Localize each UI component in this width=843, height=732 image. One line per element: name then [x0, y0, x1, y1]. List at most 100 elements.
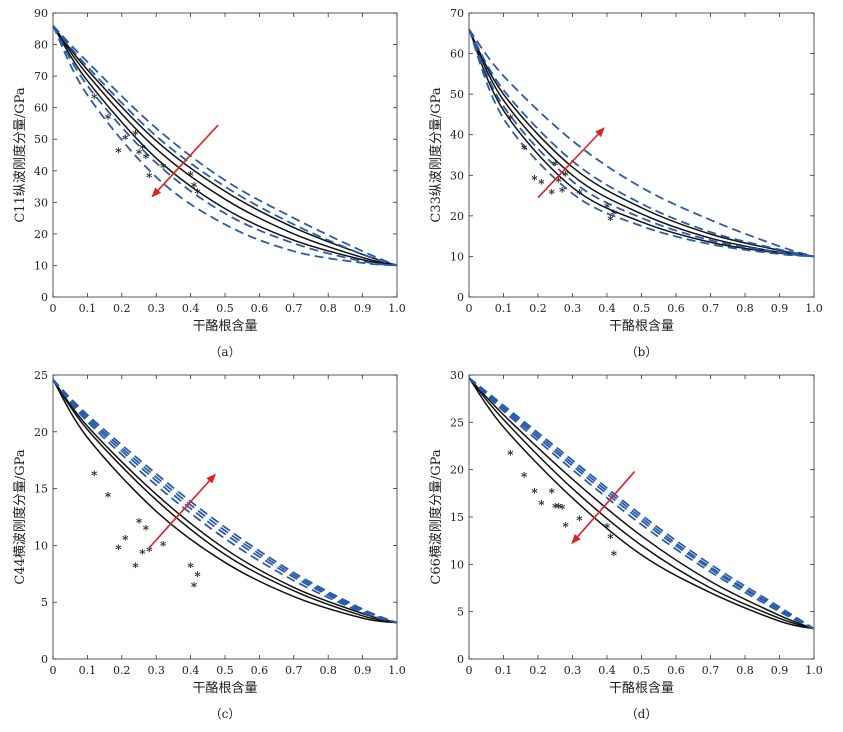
series-bound-4-line — [468, 377, 815, 630]
x-tick-label: 0.1 — [495, 664, 513, 677]
x-tick-label: 0.1 — [79, 664, 97, 677]
y-tick-label: 0 — [41, 653, 48, 666]
series-bound-2-line — [468, 28, 815, 258]
y-tick-label: 70 — [450, 7, 464, 20]
series-bound-1-line — [52, 25, 398, 267]
data-point: * — [194, 570, 201, 584]
data-point: * — [521, 470, 528, 484]
x-tick-label: 0.8 — [736, 302, 754, 315]
series-model-3-line — [468, 377, 815, 630]
trend-arrow — [148, 473, 217, 549]
y-tick-label: 40 — [450, 129, 464, 142]
x-tick-label: 0.3 — [564, 302, 582, 315]
panel-d: 0 0.1 0.2 0.3 0.4 0.5 0.6 0.7 0.8 0.9 1.0 0 5 10 15 20 2… — [428, 369, 823, 721]
x-tick-label: 0.4 — [182, 302, 200, 315]
data-point: * — [521, 142, 528, 156]
data-point: * — [611, 548, 618, 562]
panel-b: 0 0.1 0.2 0.3 0.4 0.5 0.6 0.7 0.8 0.9 1.0 0 10 20 30 40… — [428, 7, 823, 359]
x-tick-label: 0.3 — [147, 302, 165, 315]
y-tick-label: 15 — [450, 511, 464, 524]
data-point: * — [91, 468, 98, 482]
x-axis-label: 干酪根含量 — [609, 318, 674, 334]
data-point: * — [607, 213, 614, 227]
x-tick-label: 0.6 — [251, 302, 269, 315]
series-bound-1-line — [468, 28, 815, 258]
x-tick-label: 0.5 — [216, 302, 234, 315]
data-point: * — [191, 580, 198, 594]
data-point: * — [122, 533, 129, 547]
axes-frame — [52, 12, 398, 298]
x-tick-label: 1.0 — [388, 664, 406, 677]
x-tick-label: 0.7 — [285, 302, 303, 315]
y-tick-label: 20 — [450, 464, 464, 477]
y-tick-label: 20 — [450, 210, 464, 223]
series-bound-4-line — [52, 25, 398, 267]
x-axis-label: 干酪根含量 — [192, 680, 257, 696]
x-tick-label: 0.9 — [354, 302, 372, 315]
series-bound-1-line — [468, 377, 815, 630]
data-point: * — [549, 486, 556, 500]
series-bound-1-line — [52, 378, 398, 624]
x-tick-label: 0.2 — [529, 664, 547, 677]
data-point: * — [562, 520, 569, 534]
series-model-2-line — [468, 377, 815, 630]
x-tick-label: 0.6 — [251, 664, 269, 677]
trend-arrow — [537, 127, 605, 199]
series-model-3-line — [52, 25, 398, 267]
data-point: * — [604, 521, 611, 535]
y-tick-label: 5 — [41, 596, 48, 609]
data-point: * — [507, 112, 514, 126]
data-point: * — [136, 147, 143, 161]
y-tick-label: 30 — [450, 169, 464, 182]
x-tick-label: 0.1 — [495, 302, 513, 315]
x-tick-label: 0.5 — [633, 302, 651, 315]
data-point: * — [538, 498, 545, 512]
panel-a: 0 0.1 0.2 0.3 0.4 0.5 0.6 0.7 0.8 0.9 1.0 0 10 20 30 40… — [12, 7, 406, 359]
axes-frame — [468, 374, 815, 660]
y-tick-label: 20 — [34, 426, 48, 439]
data-point: * — [556, 501, 563, 515]
data-point: * — [146, 171, 153, 185]
x-tick-label: 0.3 — [147, 664, 165, 677]
data-point: * — [122, 133, 129, 147]
data-point: * — [139, 547, 146, 561]
data-point: * — [160, 539, 167, 553]
y-tick-label: 30 — [450, 369, 464, 382]
x-tick-label: 0.9 — [354, 664, 372, 677]
data-point: * — [552, 159, 559, 173]
x-tick-label: 0.2 — [529, 302, 547, 315]
panel-label: （b） — [626, 345, 658, 359]
series-bound-3-line — [468, 28, 815, 258]
y-tick-label: 50 — [450, 88, 464, 101]
data-point: * — [132, 128, 139, 142]
axes-frame — [52, 374, 398, 660]
data-point: * — [576, 513, 583, 527]
series-model-1-line — [52, 379, 398, 624]
data-point: * — [531, 173, 538, 187]
data-point: * — [139, 142, 146, 156]
y-tick-label: 30 — [34, 196, 48, 209]
x-tick-label: 0 — [50, 664, 57, 677]
series-bound-2-line — [52, 378, 398, 624]
y-tick-label: 0 — [457, 653, 464, 666]
y-tick-label: 80 — [34, 39, 48, 52]
y-tick-label: 15 — [34, 483, 48, 496]
data-point: * — [559, 185, 566, 199]
data-point: * — [556, 175, 563, 189]
x-tick-label: 0.7 — [702, 664, 720, 677]
x-tick-label: 0.4 — [598, 664, 616, 677]
data-point: * — [538, 177, 545, 191]
data-point: * — [531, 486, 538, 500]
panel-label: （a） — [209, 345, 240, 359]
y-tick-label: 0 — [41, 291, 48, 304]
y-tick-label: 10 — [34, 259, 48, 272]
data-point: * — [105, 490, 112, 504]
x-tick-label: 0.4 — [598, 302, 616, 315]
data-point: * — [146, 545, 153, 559]
y-tick-label: 10 — [450, 250, 464, 263]
x-tick-label: 0.4 — [182, 664, 200, 677]
series-bound-4-line — [468, 28, 815, 258]
y-axis-label: C11纵波刚度分量/GPa — [12, 87, 28, 222]
y-axis-label: C44横波刚度分量/GPa — [12, 449, 28, 584]
panel-c: 0 0.1 0.2 0.3 0.4 0.5 0.6 0.7 0.8 0.9 1.0 0 5 10 15 20 2… — [12, 369, 406, 721]
